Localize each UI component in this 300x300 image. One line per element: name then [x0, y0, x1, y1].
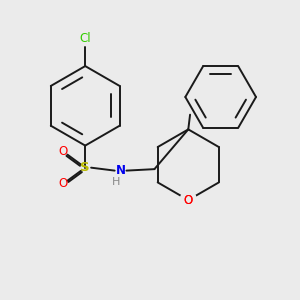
- Text: Cl: Cl: [80, 32, 91, 46]
- Text: O: O: [58, 177, 68, 190]
- Text: H: H: [112, 177, 120, 188]
- Text: N: N: [116, 164, 126, 177]
- Text: O: O: [58, 145, 68, 158]
- Circle shape: [180, 192, 196, 208]
- Text: O: O: [184, 194, 193, 207]
- Text: S: S: [80, 161, 90, 174]
- Text: O: O: [184, 194, 193, 207]
